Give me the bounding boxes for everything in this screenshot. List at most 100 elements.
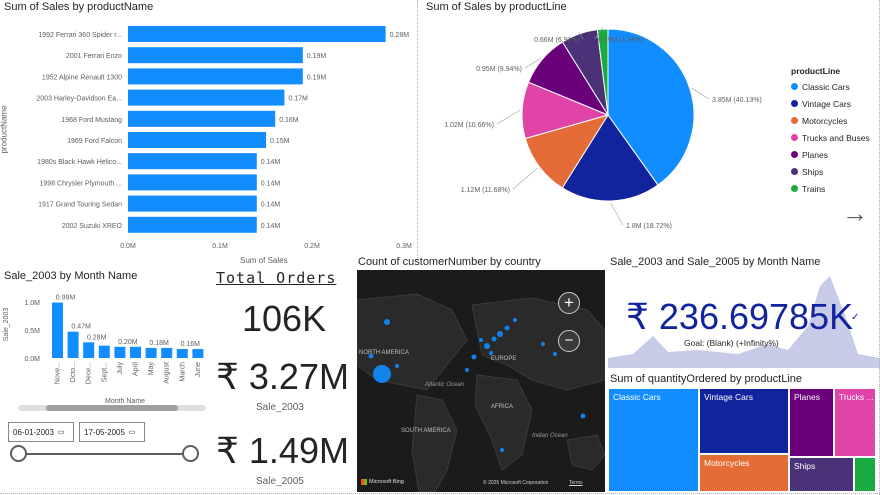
bar (128, 89, 285, 106)
horizontal-scrollbar[interactable] (18, 405, 206, 411)
legend-item[interactable]: Vintage Cars (791, 95, 870, 112)
data-label: 0.66M (6.91%) (534, 37, 580, 44)
sale-2005-value: ₹ 1.49M (216, 430, 349, 471)
zoom-out-button[interactable]: − (558, 330, 580, 352)
data-label: 0.16M (181, 341, 201, 348)
y-tick-label: 1.0M (24, 300, 40, 307)
x-tick-label: Nove... (55, 362, 62, 384)
treemap-cell-motorcycles[interactable]: Motorcycles (699, 454, 789, 492)
x-tick-label: Dece... (86, 362, 93, 384)
south-america-label: SOUTH AMERICA (401, 428, 451, 434)
pie-legend: productLine Classic Cars Vintage Cars Moto… (791, 64, 870, 197)
legend-item[interactable]: Ships (791, 163, 870, 180)
data-label: 0.14M (261, 223, 281, 230)
map-canvas[interactable]: NORTH AMERICA EUROPE AFRICA SOUTH AMERIC… (357, 270, 605, 492)
orders-cards: Total Orders 106K ₹ 3.27M Sale_2003 ₹ 1.… (212, 266, 354, 494)
bar (128, 216, 257, 233)
data-label: 0.15M (270, 138, 290, 145)
next-page-arrow-icon[interactable]: → (842, 198, 868, 228)
pie-slice (561, 114, 659, 202)
treemap-cell-vintage-cars[interactable]: Vintage Cars (699, 388, 789, 454)
date-range-slicer[interactable]: 06-01-2003 ▭ 17-05-2005 ▭ (0, 420, 212, 490)
data-label: 1.8M (18.72%) (626, 223, 672, 230)
data-label: 0.14M (261, 180, 281, 187)
slider-end-handle[interactable] (182, 445, 199, 462)
data-label: 0.47M (71, 324, 91, 331)
kpi-trend-area (608, 276, 880, 368)
y-tick-label: 1969 Ford Falcon (67, 138, 122, 145)
world-map-shapes (357, 293, 605, 492)
data-label: 0.19M (307, 74, 327, 81)
y-tick-label: 1917 Grand Touring Sedan (38, 202, 122, 209)
calendar-icon[interactable]: ▭ (57, 429, 65, 436)
kpi-value: ₹ 236.69785K (626, 296, 854, 337)
legend-item[interactable]: Classic Cars (791, 78, 870, 95)
sale-2005-label: Sale_2005 (256, 476, 304, 487)
chart-title: Sum of quantityOrdered by productLine (610, 373, 803, 385)
treemap-cell-trains[interactable] (854, 457, 876, 492)
chart-title: Sale_2003 and Sale_2005 by Month Name (610, 256, 821, 268)
legend-item[interactable]: Trucks and Buses (791, 129, 870, 146)
legend-item[interactable]: Motorcycles (791, 112, 870, 129)
legend-item[interactable]: Planes (791, 146, 870, 163)
quantity-treemap[interactable]: Sum of quantityOrdered by productLine Cl… (608, 372, 880, 493)
bar (67, 331, 79, 358)
total-orders-value: 106K (242, 298, 327, 339)
pie-slice (596, 28, 609, 116)
legend-label: Trains (802, 183, 826, 194)
data-label: 0.95M (9.94%) (476, 66, 522, 73)
y-tick-label: 2001 Ferrari Enzo (66, 53, 122, 60)
bar (128, 132, 266, 148)
x-tick-label: May (148, 362, 155, 376)
bar (145, 347, 157, 358)
bar (128, 174, 257, 191)
chart-title: Sum of Sales by productLine (426, 1, 567, 13)
bar (128, 47, 303, 64)
x-tick-label: Octo... (70, 362, 77, 383)
end-date-input[interactable]: 17-05-2005 ▭ (79, 422, 145, 442)
product-line-pie-chart[interactable]: Sum of Sales by productLine 3.85M (40.13… (422, 0, 880, 250)
month-bar-chart[interactable]: Sale_2003 by Month Name Sale_2003 Month … (0, 266, 212, 416)
bar (128, 110, 276, 127)
leader-line (594, 27, 603, 40)
zoom-in-button[interactable]: + (558, 292, 580, 314)
legend-item[interactable]: Trains (791, 180, 870, 197)
treemap-cell-classic-cars[interactable]: Classic Cars (608, 388, 699, 492)
kpi-visual[interactable]: Sale_2003 and Sale_2005 by Month Name ₹ … (608, 254, 880, 368)
europe-label: EUROPE (491, 356, 517, 362)
data-label: 1.02M (10.66%) (444, 122, 494, 129)
legend-label: Trucks and Buses (802, 132, 870, 143)
data-label: 0.18M (149, 340, 169, 347)
treemap-cell-trucks[interactable]: Trucks ... (834, 388, 876, 457)
customer-map[interactable]: Count of customerNumber by country (357, 254, 605, 492)
legend-title: productLine (791, 66, 841, 76)
x-axis-label: Month Name (105, 398, 146, 405)
atlantic-ocean-label: Atlantic Ocean (425, 382, 465, 388)
treemap-cell-ships[interactable]: Ships (789, 457, 854, 492)
indian-ocean-label: Indian Ocean (532, 433, 568, 439)
bar (98, 345, 110, 358)
x-axis-label: Sum of Sales (240, 256, 288, 265)
calendar-icon[interactable]: ▭ (128, 429, 136, 436)
slider-start-handle[interactable] (10, 445, 27, 462)
legend-dot (791, 100, 798, 107)
legend-dot (791, 117, 798, 124)
chart-title: Sum of Sales by productName (4, 1, 154, 13)
chart-title: Sale_2003 by Month Name (4, 270, 138, 282)
bar (114, 346, 126, 358)
product-name-bar-chart[interactable]: Sum of Sales by productName productName … (0, 0, 418, 265)
treemap-cell-planes[interactable]: Planes (789, 388, 834, 457)
page-border-bottom (0, 493, 880, 494)
kpi-check-icon: ✓ (851, 312, 860, 323)
data-label: 3.85M (40.13%) (712, 97, 762, 104)
bar (128, 26, 386, 42)
scrollbar-thumb[interactable] (46, 405, 178, 411)
y-tick-label: 2003 Harley-Davidson Ea... (36, 96, 122, 103)
start-date-input[interactable]: 06-01-2003 ▭ (8, 422, 74, 442)
bar (52, 302, 63, 358)
terms-link[interactable]: Terms (569, 480, 583, 486)
total-orders-title: Total Orders (216, 269, 337, 287)
x-tick-label: March (179, 362, 186, 382)
bar (130, 346, 141, 358)
slider-track[interactable] (18, 453, 192, 455)
